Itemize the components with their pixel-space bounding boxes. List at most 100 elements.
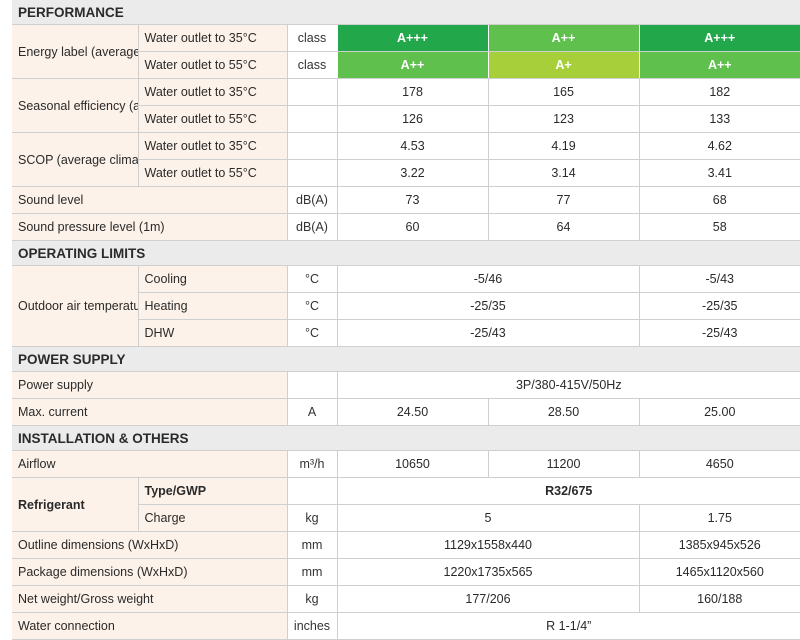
value-cell: 1220x1735x565 <box>336 558 639 586</box>
unit-cell: mm <box>286 531 337 559</box>
table-row: Package dimensions (WxHxD) mm 1220x1735x… <box>12 558 800 586</box>
table-row: Net weight/Gross weight kg 177/206 160/1… <box>12 585 800 613</box>
condition-label: Water outlet to 55°C <box>137 159 287 187</box>
condition-label: Water outlet to 55°C <box>137 51 287 79</box>
row-label: Package dimensions (WxHxD) <box>12 558 287 586</box>
table-row: Outline dimensions (WxHxD) mm 1129x1558x… <box>12 531 800 559</box>
value-cell: 1385x945x526 <box>638 531 800 559</box>
row-label: Energy label (average climate) <box>12 24 138 79</box>
value-cell: -25/43 <box>336 319 639 347</box>
value-cell: 165 <box>487 78 639 106</box>
unit-cell <box>286 78 337 106</box>
value-cell: 126 <box>336 105 488 133</box>
unit-cell: kg <box>286 585 337 613</box>
value-cell: 4.53 <box>336 132 488 160</box>
section-installation: INSTALLATION & OTHERS <box>12 425 800 451</box>
value-cell: 133 <box>638 105 800 133</box>
section-operating-limits: OPERATING LIMITS <box>12 240 800 266</box>
table-row: Refrigerant Type/GWP R32/675 <box>12 477 800 532</box>
row-label: Sound level <box>12 186 287 214</box>
value-cell: 28.50 <box>487 398 639 426</box>
value-cell: 60 <box>336 213 488 241</box>
spec-table: PERFORMANCE Energy label (average climat… <box>12 0 800 640</box>
spec-sheet: PERFORMANCE Energy label (average climat… <box>12 0 800 640</box>
energy-class-badge: A+++ <box>638 24 800 52</box>
table-row: Airflow m³/h 10650 11200 4650 <box>12 450 800 478</box>
table-row: Water outlet to 55°C 126 123 133 <box>12 105 800 133</box>
table-row: DHW °C -25/43 -25/43 <box>12 319 800 347</box>
value-cell: 4.19 <box>487 132 639 160</box>
value-cell: -5/43 <box>638 265 800 293</box>
section-title: POWER SUPPLY <box>12 346 800 372</box>
unit-cell <box>286 132 337 160</box>
condition-label: Water outlet to 35°C <box>137 132 287 160</box>
unit-cell: A <box>286 398 337 426</box>
table-row: SCOP (average climate) Water outlet to 3… <box>12 132 800 187</box>
unit-cell: m³/h <box>286 450 337 478</box>
energy-class-badge: A+ <box>487 51 639 79</box>
unit-cell: dB(A) <box>286 186 337 214</box>
table-row: Power supply 3P/380-415V/50Hz <box>12 371 800 399</box>
unit-cell: dB(A) <box>286 213 337 241</box>
value-cell: 77 <box>487 186 639 214</box>
unit-cell: °C <box>286 292 337 320</box>
unit-cell <box>286 105 337 133</box>
row-label: Sound pressure level (1m) <box>12 213 287 241</box>
table-row: Water outlet to 55°C class A++ A+ A++ <box>12 51 800 79</box>
energy-class-badge: A++ <box>487 24 639 52</box>
row-label: Seasonal efficiency (average climate) <box>12 78 138 133</box>
value-cell: 123 <box>487 105 639 133</box>
table-row: Water outlet to 55°C 3.22 3.14 3.41 <box>12 159 800 187</box>
value-cell: -5/46 <box>336 265 639 293</box>
unit-cell: class <box>286 51 337 79</box>
row-label: Refrigerant <box>12 477 138 532</box>
energy-class-badge: A++ <box>638 51 800 79</box>
value-cell: 5 <box>336 504 639 532</box>
value-cell: 1465x1120x560 <box>638 558 800 586</box>
value-cell: -25/43 <box>638 319 800 347</box>
value-cell: 58 <box>638 213 800 241</box>
unit-cell: class <box>286 24 337 52</box>
row-label: Power supply <box>12 371 287 399</box>
value-cell: 10650 <box>336 450 488 478</box>
value-cell: 73 <box>336 186 488 214</box>
value-cell: 1.75 <box>638 504 800 532</box>
section-power-supply: POWER SUPPLY <box>12 346 800 372</box>
table-row: Sound level dB(A) 73 77 68 <box>12 186 800 214</box>
value-cell: 177/206 <box>336 585 639 613</box>
mode-label: Cooling <box>137 265 287 293</box>
value-cell: 4650 <box>638 450 800 478</box>
value-cell: 3P/380-415V/50Hz <box>336 371 800 399</box>
table-row: Seasonal efficiency (average climate) Wa… <box>12 78 800 133</box>
table-row: Water connection inches R 1-1/4” <box>12 612 800 640</box>
table-row: Outdoor air temperature Cooling °C -5/46… <box>12 265 800 347</box>
value-cell: 24.50 <box>336 398 488 426</box>
sub-label: Charge <box>137 504 287 532</box>
unit-cell <box>286 159 337 187</box>
value-cell: 68 <box>638 186 800 214</box>
value-cell: 1129x1558x440 <box>336 531 639 559</box>
value-cell: R 1-1/4” <box>336 612 800 640</box>
unit-cell: °C <box>286 265 337 293</box>
value-cell: 3.22 <box>336 159 488 187</box>
row-label: Airflow <box>12 450 287 478</box>
unit-cell: mm <box>286 558 337 586</box>
table-row: Charge kg 5 1.75 <box>12 504 800 532</box>
condition-label: Water outlet to 55°C <box>137 105 287 133</box>
section-title: PERFORMANCE <box>12 0 800 25</box>
row-label: Max. current <box>12 398 287 426</box>
value-cell: 178 <box>336 78 488 106</box>
energy-class-badge: A++ <box>336 51 488 79</box>
section-performance: PERFORMANCE <box>12 0 800 25</box>
table-row: Max. current A 24.50 28.50 25.00 <box>12 398 800 426</box>
mode-label: DHW <box>137 319 287 347</box>
value-cell: 4.62 <box>638 132 800 160</box>
condition-label: Water outlet to 35°C <box>137 78 287 106</box>
condition-label: Water outlet to 35°C <box>137 24 287 52</box>
table-row: Energy label (average climate) Water out… <box>12 24 800 79</box>
section-title: OPERATING LIMITS <box>12 240 800 266</box>
value-cell: 182 <box>638 78 800 106</box>
value-cell: 25.00 <box>638 398 800 426</box>
row-label: SCOP (average climate) <box>12 132 138 187</box>
value-cell: -25/35 <box>336 292 639 320</box>
